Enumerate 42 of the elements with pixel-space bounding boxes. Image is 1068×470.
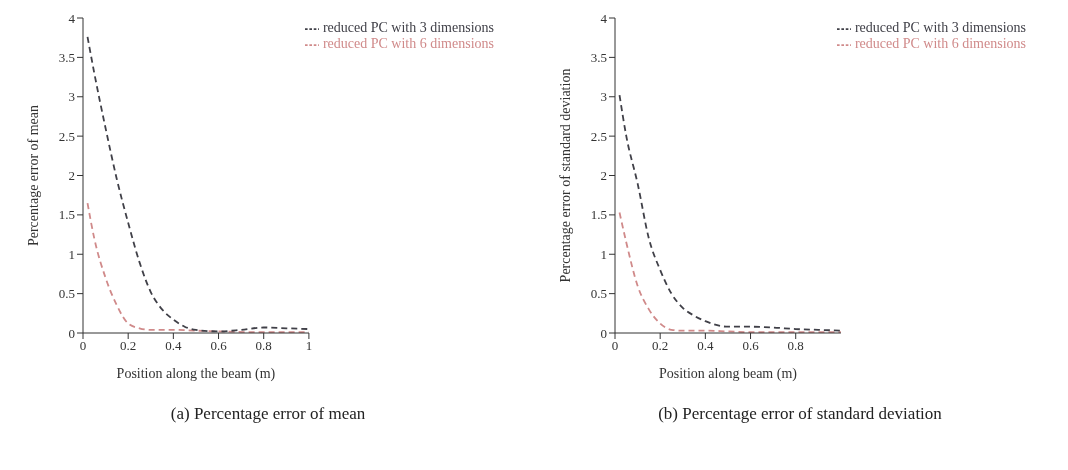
y-tick-label: 0 — [68, 325, 75, 341]
text: (a) Percentage error of mean — [169, 404, 367, 424]
y-tick-label: 1.5 — [590, 207, 607, 223]
line-series — [618, 211, 841, 333]
y-tick-label: 0.5 — [590, 286, 607, 302]
x-tick-label: 0.8 — [787, 338, 804, 354]
x-tick-label: 0.4 — [697, 338, 714, 354]
y-tick-label: 1 — [68, 246, 75, 262]
y-tick-label: 3.5 — [58, 49, 75, 65]
y-tick-label: 3 — [600, 89, 607, 105]
x-tick-label: 0.6 — [742, 338, 760, 354]
line-series — [618, 94, 841, 332]
x-tick-label: 0 — [79, 338, 87, 354]
y-tick-label: 4 — [68, 10, 76, 26]
y-tick-label: 1.5 — [58, 207, 75, 223]
y-tick-label: 0 — [600, 325, 607, 341]
legend-label: reduced PC with 3 dimensions — [322, 20, 494, 35]
y-tick-label: 2 — [600, 168, 607, 184]
y-tick-label: 3.5 — [590, 49, 607, 65]
x-tick-label: 0.6 — [210, 338, 228, 354]
x-axis-title: Position along beam (m) — [658, 366, 798, 382]
x-tick-label: 0.8 — [255, 338, 272, 354]
y-axis-title: Percentage error of standard deviation — [557, 68, 573, 283]
legend-label: reduced PC with 6 dimensions — [854, 36, 1026, 51]
y-tick-label: 1 — [600, 246, 607, 262]
y-tick-label: 2.5 — [58, 128, 75, 144]
legend-label: reduced PC with 6 dimensions — [322, 36, 494, 51]
y-axis-title: Percentage error of mean — [25, 104, 41, 247]
legend-label: reduced PC with 3 dimensions — [854, 20, 1026, 35]
x-tick-label: 0.4 — [165, 338, 182, 354]
x-tick-label: 0.2 — [652, 338, 669, 354]
y-tick-label: 2 — [68, 168, 75, 184]
x-tick-label: 0.2 — [120, 338, 137, 354]
text: (b) Percentage error of standard deviation — [657, 404, 943, 424]
x-tick-label: 0 — [611, 338, 619, 354]
y-tick-label: 3 — [68, 89, 75, 105]
y-tick-label: 2.5 — [590, 128, 607, 144]
line-series — [86, 36, 309, 333]
x-axis-title: Position along the beam (m) — [116, 366, 276, 382]
y-tick-label: 4 — [600, 10, 608, 26]
y-tick-label: 0.5 — [58, 286, 75, 302]
x-tick-label: 1 — [305, 338, 313, 354]
